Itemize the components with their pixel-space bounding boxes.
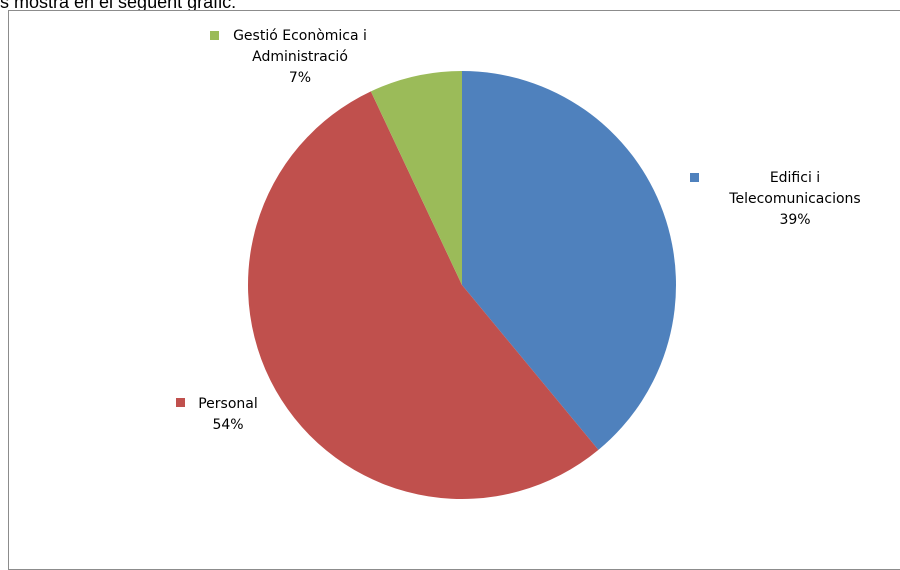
slice-percent-label-0: 39% <box>779 212 810 228</box>
legend-swatch-1 <box>176 398 185 407</box>
slice-category-label-2: Administració <box>252 49 348 65</box>
pie-slice-0 <box>462 71 677 450</box>
pie-labels: Edifici i Telecomunicacions 39% Personal 54%… <box>176 28 861 433</box>
slice-percent-label-2: 7% <box>289 70 311 86</box>
legend-swatch-0 <box>690 173 699 182</box>
slice-percent-label-1: 54% <box>212 417 243 433</box>
slice-category-label-1: Personal <box>198 396 258 412</box>
pie-chart: Edifici i Telecomunicacions 39% Personal 54%… <box>176 28 861 499</box>
intro-text: s mostra en el següent gràfic: <box>0 0 237 12</box>
slice-category-label-0: Telecomunicacions <box>728 191 860 207</box>
pie-slice-2 <box>370 71 462 285</box>
pie-slices <box>248 71 677 499</box>
pie-slice-1 <box>248 91 599 499</box>
slice-category-label-2: Gestió Econòmica i <box>233 28 367 44</box>
legend-swatch-2 <box>210 31 219 40</box>
slice-category-label-0: Edifici i <box>770 170 820 186</box>
